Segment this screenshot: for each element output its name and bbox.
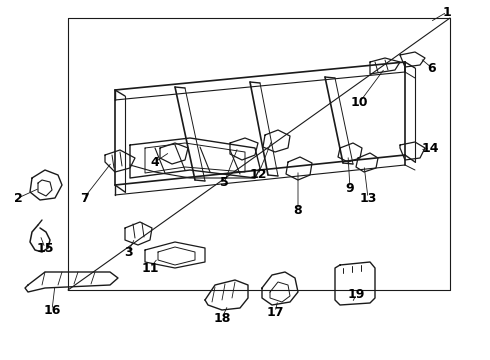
Text: 9: 9 <box>345 181 354 194</box>
Text: 15: 15 <box>36 242 54 255</box>
Text: 17: 17 <box>266 306 284 319</box>
Text: 2: 2 <box>14 192 23 204</box>
Text: 16: 16 <box>43 303 61 316</box>
Text: 7: 7 <box>79 192 88 204</box>
Text: 12: 12 <box>249 168 267 181</box>
Text: 8: 8 <box>294 203 302 216</box>
Text: 11: 11 <box>141 261 159 274</box>
Text: 3: 3 <box>123 246 132 258</box>
Text: 6: 6 <box>428 62 436 75</box>
Text: 5: 5 <box>220 176 228 189</box>
Text: 14: 14 <box>421 141 439 154</box>
Text: 1: 1 <box>442 5 451 18</box>
Text: 19: 19 <box>347 288 365 302</box>
Text: 4: 4 <box>150 156 159 168</box>
Text: 10: 10 <box>350 96 368 109</box>
Text: 18: 18 <box>213 311 231 324</box>
Text: 13: 13 <box>359 192 377 204</box>
